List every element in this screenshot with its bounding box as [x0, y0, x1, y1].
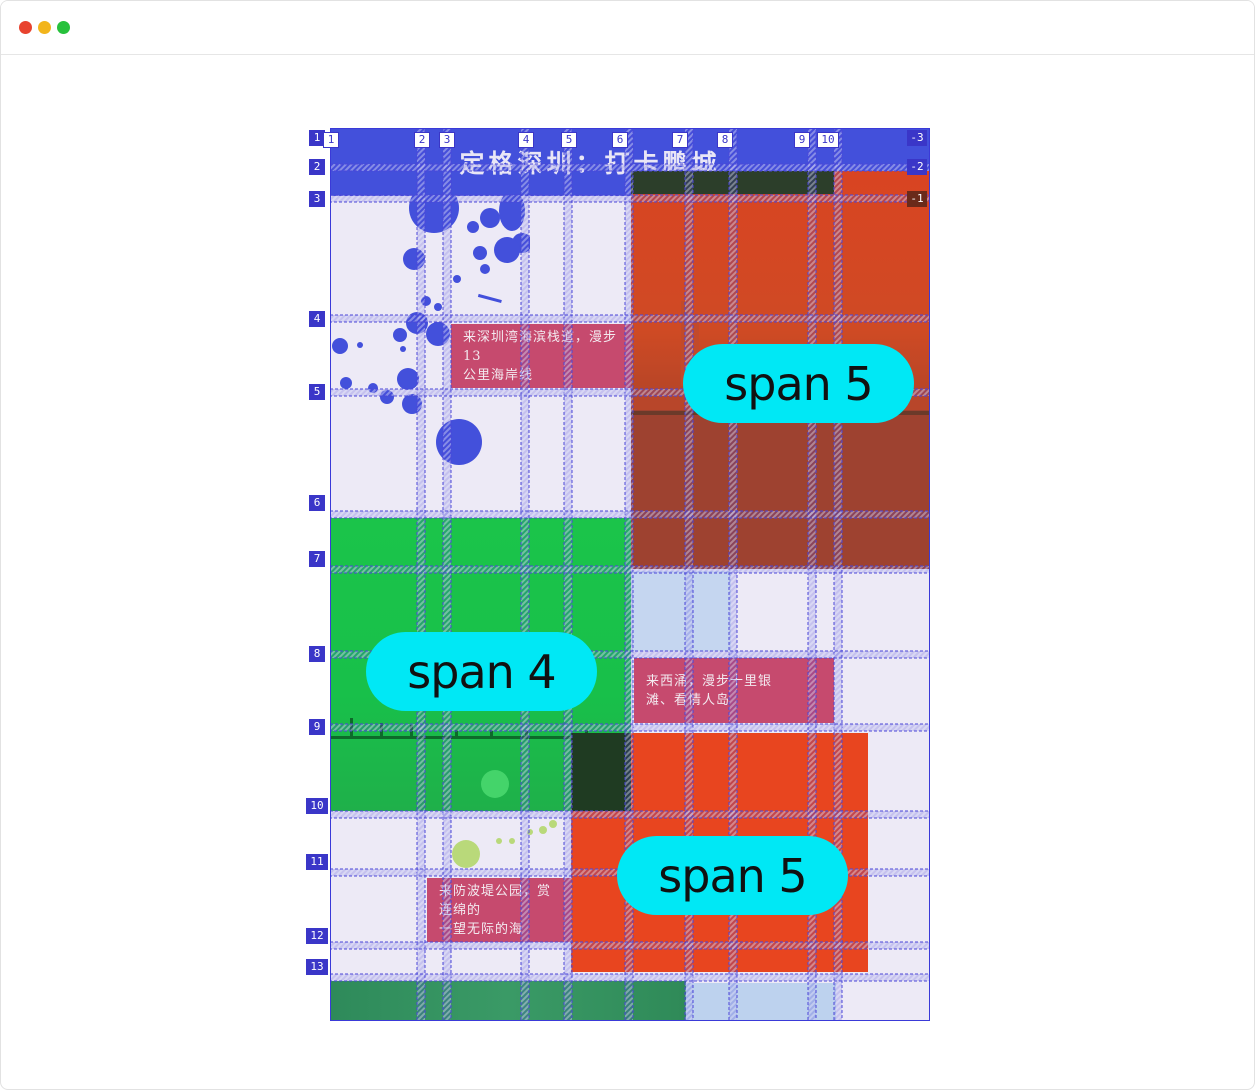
minimize-window-button[interactable] — [38, 21, 51, 34]
column-line-label: 7 — [672, 132, 688, 148]
row-line-label: 11 — [306, 854, 328, 870]
close-window-button[interactable] — [19, 21, 32, 34]
column-line-label: 9 — [794, 132, 810, 148]
span-label-lower: span 5 — [617, 836, 848, 915]
window-titlebar — [1, 1, 1254, 55]
column-line-label: 4 — [518, 132, 534, 148]
column-line-label: 10 — [817, 132, 839, 148]
row-line-label: 10 — [306, 798, 328, 814]
column-line-label: 8 — [717, 132, 733, 148]
column-line-label: 1 — [323, 132, 339, 148]
dot-decoration — [452, 820, 557, 868]
negative-line-label: -3 — [907, 130, 927, 146]
row-line-label: 9 — [309, 719, 325, 735]
negative-line-label: -2 — [907, 159, 927, 175]
row-line-label: 13 — [306, 959, 328, 975]
span-label-middle: span 4 — [366, 632, 597, 711]
grid-stage: 定格深圳：打卡鹏城 — [330, 128, 930, 1021]
row-line-label: 3 — [309, 191, 325, 207]
row-line-label: 6 — [309, 495, 325, 511]
pale-block-upper — [631, 571, 731, 651]
row-line-label: 2 — [309, 159, 325, 175]
column-line-label: 3 — [439, 132, 455, 148]
row-line-label: 8 — [309, 646, 325, 662]
row-line-label: 5 — [309, 384, 325, 400]
text-card-bay: 来深圳湾海滨栈道，漫步13 公里海岸线 — [451, 324, 631, 388]
column-line-label: 6 — [612, 132, 628, 148]
column-line-label: 5 — [561, 132, 577, 148]
column-line-label: 2 — [414, 132, 430, 148]
row-line-label: 12 — [306, 928, 328, 944]
dark-block-overlap — [571, 733, 631, 811]
row-line-label: 7 — [309, 551, 325, 567]
row-line-label: 4 — [309, 311, 325, 327]
maximize-window-button[interactable] — [57, 21, 70, 34]
span-label-upper: span 5 — [683, 344, 914, 423]
negative-line-label: -1 — [907, 191, 927, 207]
